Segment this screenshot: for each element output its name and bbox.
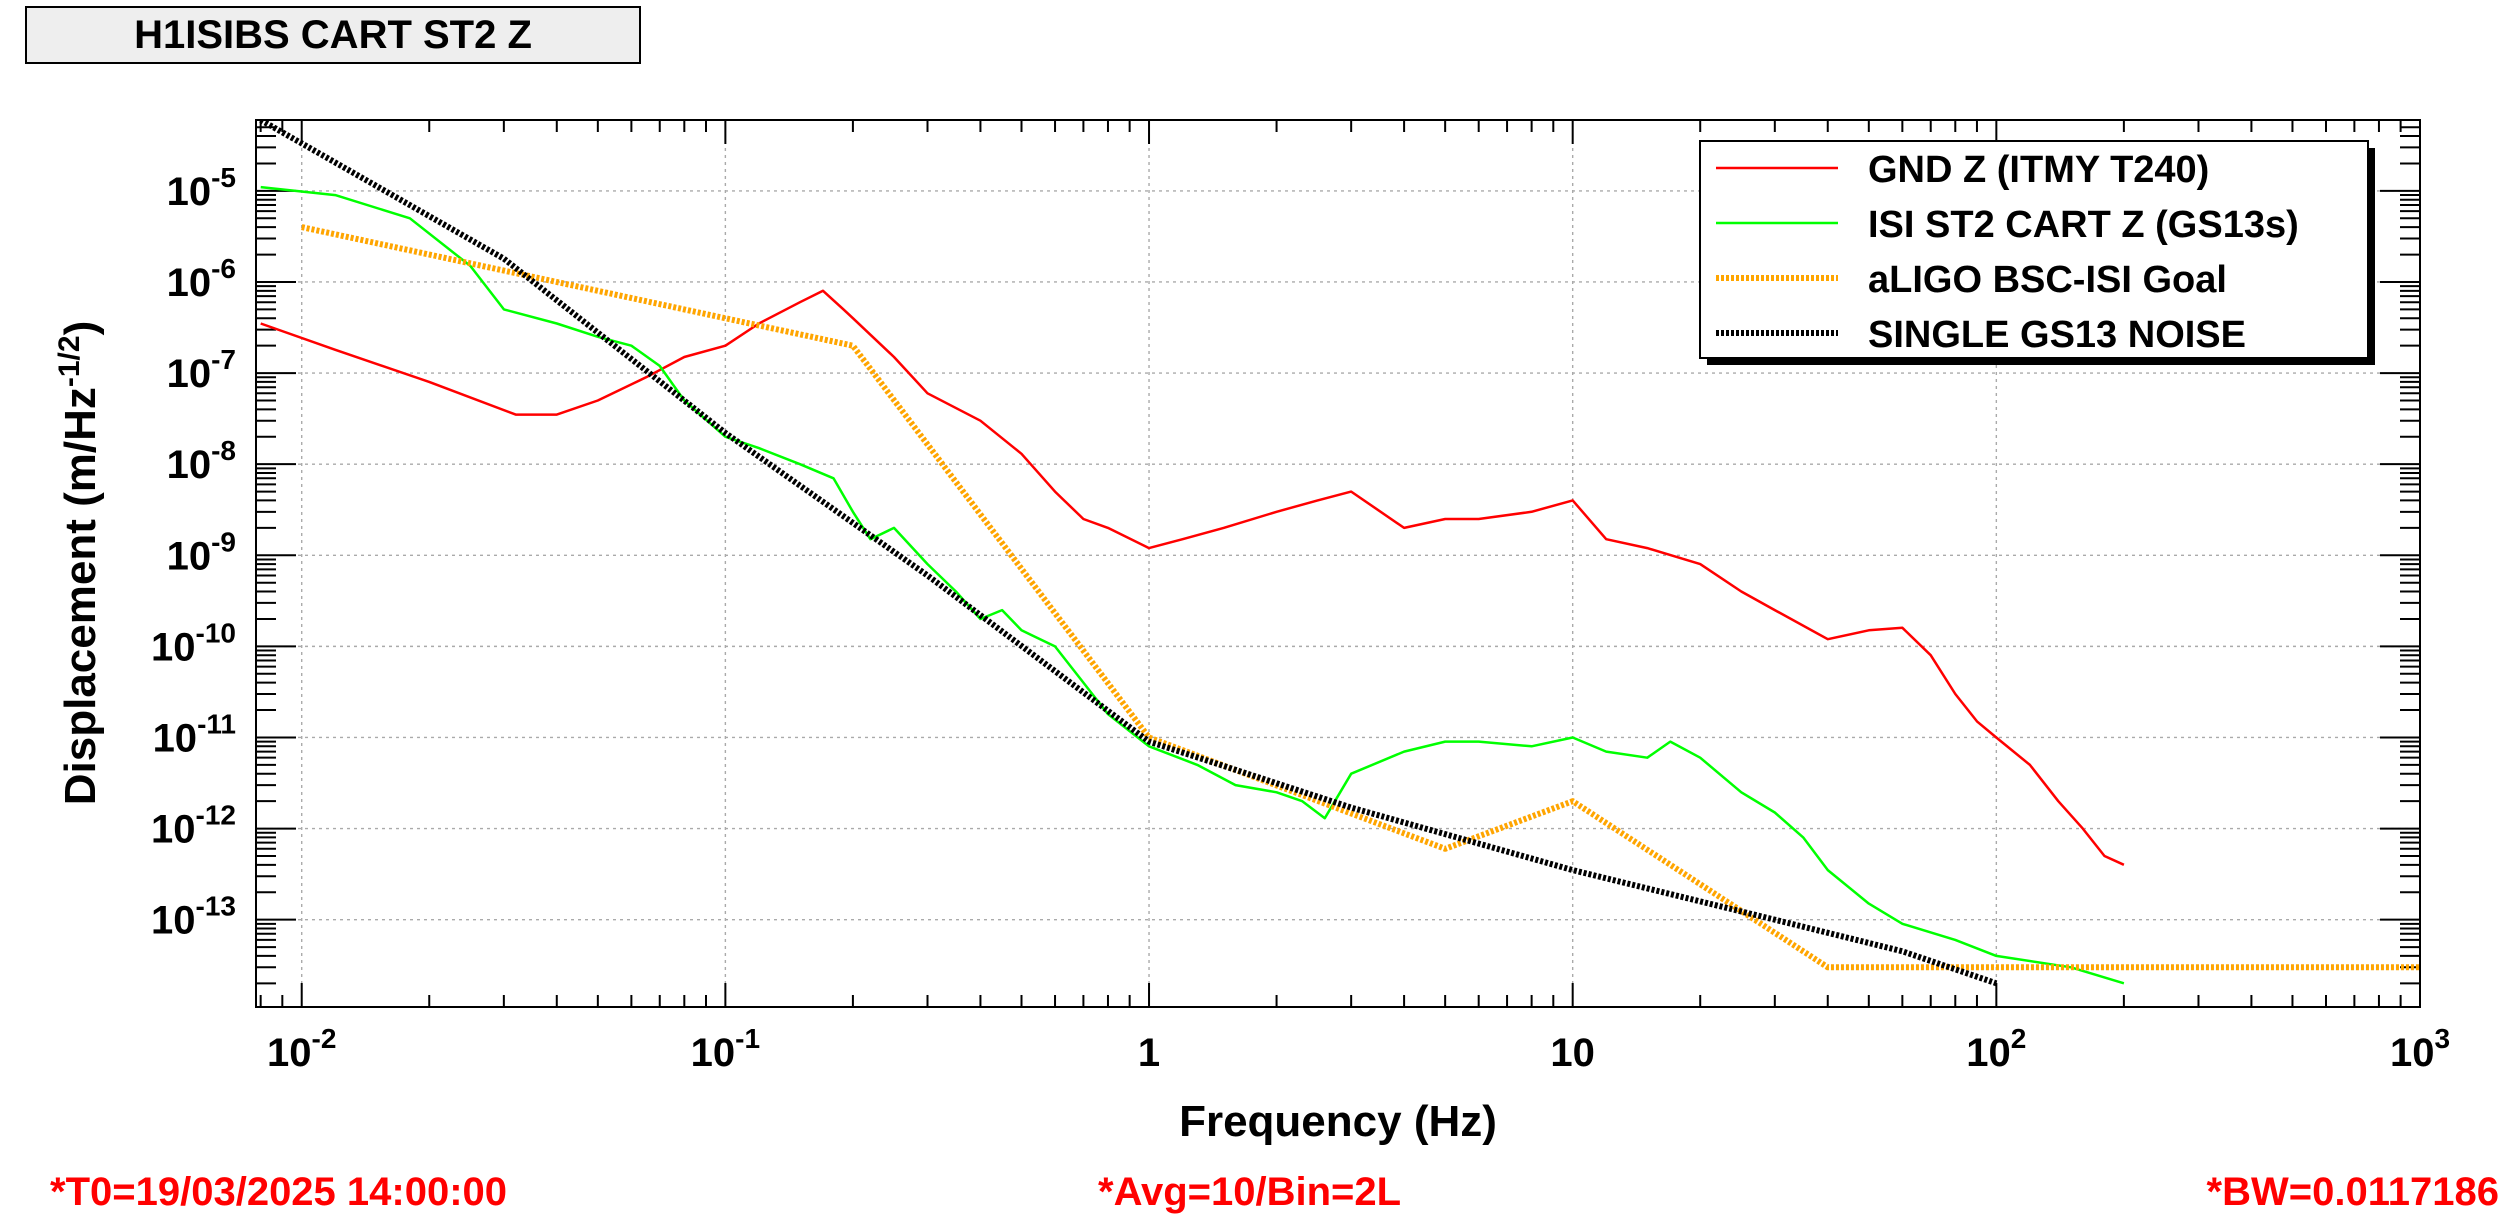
chart-title: H1ISIBS CART ST2 Z xyxy=(25,6,641,64)
averages-label: *Avg=10/Bin=2L xyxy=(1098,1170,1402,1214)
x-tick-label: 103 xyxy=(2390,1023,2450,1075)
x-tick-label: 10-2 xyxy=(267,1023,336,1075)
axis-ticks xyxy=(256,120,2421,1007)
x-tick-label: 10 xyxy=(1550,1031,1595,1075)
plot-frame xyxy=(255,119,2421,1008)
x-axis-label: Frequency (Hz) xyxy=(1179,1097,1497,1146)
legend-label: ISI ST2 CART Z (GS13s) xyxy=(1868,204,2299,246)
y-tick-label: 10-5 xyxy=(167,162,236,214)
legend-box xyxy=(1699,140,2369,359)
y-tick-label: 10-11 xyxy=(153,708,236,760)
x-tick-label: 10-1 xyxy=(691,1023,760,1075)
y-tick-label: 10-6 xyxy=(167,253,236,305)
y-tick-label: 10-7 xyxy=(167,344,236,396)
legend-items: GND Z (ITMY T240) ISI ST2 CART Z (GS13s) a… xyxy=(1716,149,2299,356)
y-tick-label: 10-13 xyxy=(151,891,236,943)
legend-label: GND Z (ITMY T240) xyxy=(1868,149,2209,191)
legend: GND Z (ITMY T240) ISI ST2 CART Z (GS13s) a… xyxy=(1699,140,2375,365)
x-tick-label: 102 xyxy=(1966,1023,2026,1075)
y-tick-labels: 10-13 10-12 10-11 10-10 10-9 10-8 10-7 10-6 10-5 xyxy=(151,162,236,943)
start-time-label: *T0=19/03/2025 14:00:00 xyxy=(50,1170,508,1214)
bandwidth-label: *BW=0.0117186 xyxy=(2206,1170,2499,1214)
series-line-single-gs13-noise xyxy=(259,120,1998,987)
legend-label: SINGLE GS13 NOISE xyxy=(1868,314,2246,356)
series-line-aligo-bsc-isi-goal xyxy=(301,224,2420,971)
y-tick-label: 10-9 xyxy=(167,526,236,578)
series-line-gnd-z-itmy-t240 xyxy=(260,289,2125,866)
y-tick-label: 10-10 xyxy=(151,617,236,669)
series-layer xyxy=(259,120,2420,987)
y-axis-label: Displacement (m/Hz-1/2) xyxy=(53,321,105,805)
x-tick-label: 1 xyxy=(1138,1031,1160,1075)
series-line-isi-st2-cart-z-gs13s xyxy=(260,185,2125,985)
legend-label: aLIGO BSC-ISI Goal xyxy=(1868,259,2227,301)
x-tick-labels: 10-2 10-1 1 10 102 103 xyxy=(267,1023,2450,1075)
y-tick-label: 10-12 xyxy=(151,800,236,852)
y-tick-label: 10-8 xyxy=(167,435,236,487)
